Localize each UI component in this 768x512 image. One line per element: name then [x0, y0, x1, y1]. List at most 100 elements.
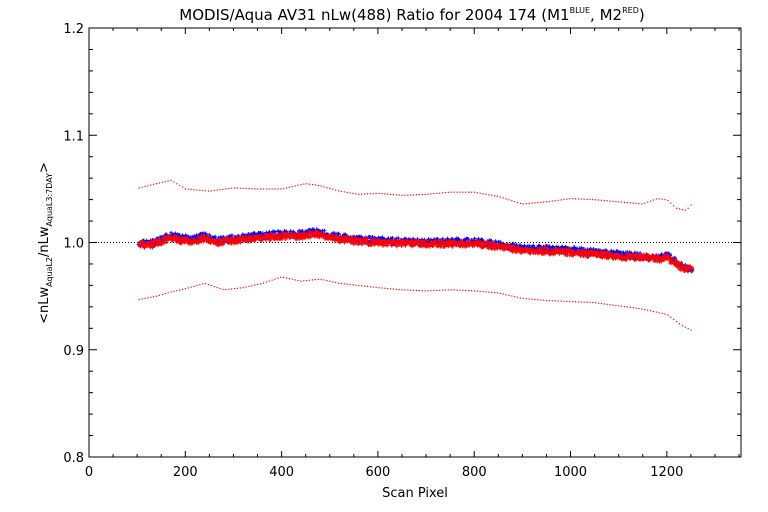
upper-band-point [413, 194, 415, 196]
lower-band-point [482, 291, 484, 293]
blue-series-point [498, 239, 503, 244]
upper-band-point [453, 191, 455, 193]
upper-band-point [661, 198, 663, 200]
lower-band-point [363, 285, 366, 287]
lower-band-point [678, 323, 681, 325]
blue-series-point [527, 243, 532, 248]
lower-band-point [566, 300, 568, 303]
lower-band-point [505, 294, 507, 296]
lower-band-point [184, 288, 187, 290]
upper-band-point [314, 184, 317, 186]
lower-band-point [459, 289, 461, 291]
upper-band-point [395, 194, 397, 196]
upper-band-point [589, 198, 591, 201]
red-series-point [264, 237, 269, 242]
lower-band-point [277, 277, 279, 279]
upper-band-point [155, 183, 158, 185]
y-axis-label-sub-l2: AquaL2 [45, 257, 54, 287]
lower-band-point [147, 297, 149, 299]
upper-band-point [147, 185, 149, 187]
lower-band-point [181, 288, 184, 290]
upper-band-point [684, 209, 686, 211]
lower-band-point [543, 299, 545, 301]
lower-band-point [320, 278, 322, 280]
lower-band-point [248, 285, 250, 287]
lower-band-point [378, 287, 380, 289]
lower-band-point [647, 309, 649, 311]
lower-band-point [548, 300, 551, 302]
upper-band-point [606, 200, 608, 202]
lower-band-point [635, 307, 637, 309]
blue-series-point [173, 231, 178, 236]
upper-band-point [462, 191, 464, 193]
lower-band-point [231, 288, 233, 290]
y-axis-label-sub-l3: AquaL3:7DAY [45, 173, 54, 227]
red-series-point [439, 238, 444, 243]
y-tick-label: 1.0 [63, 237, 84, 252]
upper-band-point [586, 198, 588, 200]
lower-band-point [415, 289, 418, 292]
upper-band-point [638, 203, 640, 205]
upper-band-point [517, 201, 519, 204]
upper-band-point [381, 193, 383, 195]
blue-series-point [213, 234, 218, 239]
lower-band-point [213, 285, 215, 288]
upper-band-point [231, 187, 233, 189]
upper-band-point [545, 201, 548, 203]
lower-band-point [690, 329, 692, 331]
upper-band-point [635, 202, 637, 204]
upper-band-point [551, 200, 553, 202]
red-series-point [197, 240, 202, 245]
upper-band-point [199, 189, 201, 191]
lower-band-point [528, 298, 530, 300]
upper-band-point [421, 193, 423, 196]
lower-band-point [592, 301, 594, 304]
red-series-point [162, 235, 167, 240]
lower-band-point [499, 292, 501, 295]
red-series-point [359, 241, 364, 246]
upper-band-point [655, 198, 657, 200]
lower-band-point [251, 285, 253, 287]
upper-band-point [514, 200, 516, 203]
lower-band-point [314, 279, 317, 281]
x-tick-label: 0 [85, 465, 93, 480]
lower-band-point [531, 298, 533, 300]
lower-band-point [164, 293, 166, 295]
upper-band-point [658, 198, 660, 200]
lower-band-point [317, 278, 319, 280]
upper-band-point [242, 187, 244, 189]
upper-band-point [225, 188, 227, 190]
lower-band-point [626, 306, 629, 308]
lower-band-point [138, 298, 140, 301]
upper-band-point [465, 191, 467, 193]
upper-band-point [387, 193, 389, 195]
upper-band-point [216, 189, 218, 191]
lower-band-point [681, 325, 683, 327]
lower-band-point [398, 288, 400, 291]
red-series-point [667, 255, 672, 260]
red-series-point [508, 244, 513, 249]
lower-band-point [187, 287, 189, 289]
upper-band-point [690, 204, 692, 206]
upper-band-point [363, 193, 366, 195]
red-series-point [184, 235, 189, 240]
lower-band-point [155, 295, 158, 297]
red-series-point [399, 243, 404, 248]
upper-band-point [621, 201, 623, 203]
lower-band-point [609, 304, 611, 306]
lower-band-point [153, 296, 155, 298]
upper-band-point [540, 201, 542, 203]
lower-band-point [583, 301, 585, 303]
blue-series-point [273, 230, 278, 235]
red-series-point [394, 244, 399, 249]
lower-band-point [268, 280, 270, 282]
y-tick-label: 0.8 [63, 451, 84, 466]
upper-band-point [447, 191, 449, 193]
lower-band-point [141, 298, 143, 300]
lower-band-point [447, 289, 449, 291]
red-series-point [430, 243, 435, 248]
chart-title-sup-red: RED [622, 6, 639, 15]
lower-band-point [652, 310, 655, 313]
upper-band-point [525, 203, 527, 205]
lower-band-point [395, 288, 397, 290]
